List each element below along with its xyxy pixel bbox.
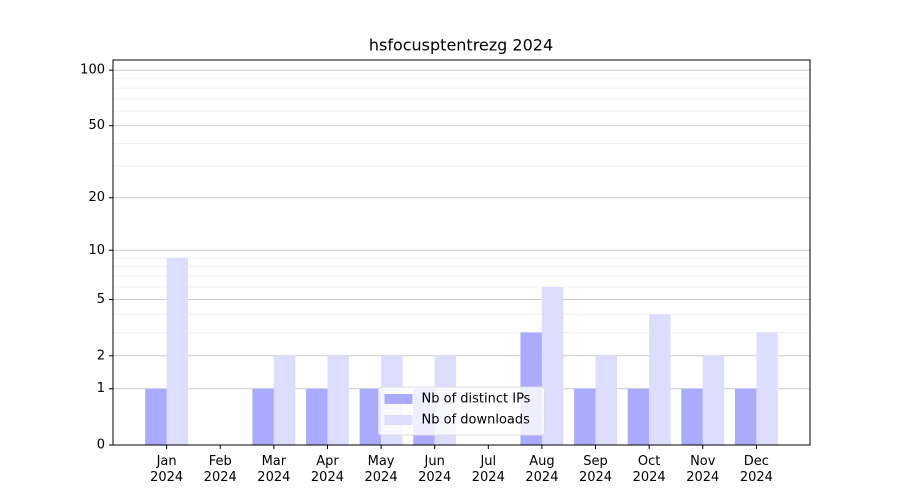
legend-box — [378, 386, 545, 436]
x-tick-label: Jun 2024 — [418, 454, 451, 485]
x-tick-label: Nov 2024 — [686, 454, 719, 485]
x-tick-label: Feb 2024 — [204, 454, 237, 485]
plot-frame — [112, 59, 811, 446]
bar — [627, 388, 650, 445]
bar — [702, 355, 725, 445]
bar — [649, 314, 671, 445]
bar — [734, 388, 757, 445]
x-tick-label: Sep 2024 — [579, 454, 612, 485]
x-tick-label: Mar 2024 — [257, 454, 290, 485]
y-tick-label: 5 — [97, 292, 105, 307]
x-tick-label: May 2024 — [365, 454, 398, 485]
x-tick-label: Aug 2024 — [525, 454, 558, 485]
bar — [327, 355, 349, 445]
x-tick-label: Apr 2024 — [311, 454, 344, 485]
y-tick-label: 50 — [88, 118, 105, 133]
x-tick-label: Jul 2024 — [472, 454, 505, 485]
bar — [359, 388, 382, 445]
y-tick-label: 1 — [97, 381, 105, 396]
legend-label: Nb of downloads — [422, 413, 531, 428]
legend-label: Nb of distinct IPs — [422, 392, 531, 407]
bar — [306, 388, 328, 445]
bar — [595, 355, 617, 445]
y-tick-label: 100 — [80, 63, 105, 78]
y-tick-label: 0 — [97, 438, 105, 453]
bar — [273, 355, 296, 445]
bar — [145, 388, 167, 445]
bar — [166, 257, 189, 445]
y-tick-label: 10 — [88, 243, 105, 258]
chart-title: hsfocusptentrezg 2024 — [369, 36, 553, 55]
x-tick-label: Jan 2024 — [150, 454, 183, 485]
y-tick-label: 2 — [97, 348, 105, 363]
y-tick-label: 20 — [88, 190, 105, 205]
x-tick-label: Dec 2024 — [740, 454, 773, 485]
bar — [756, 332, 778, 445]
bar — [574, 388, 596, 445]
bar — [541, 286, 564, 445]
legend-swatch — [384, 394, 413, 404]
bar — [681, 388, 703, 445]
x-tick-label: Oct 2024 — [633, 454, 666, 485]
bar — [252, 388, 274, 445]
legend-swatch — [384, 415, 413, 425]
